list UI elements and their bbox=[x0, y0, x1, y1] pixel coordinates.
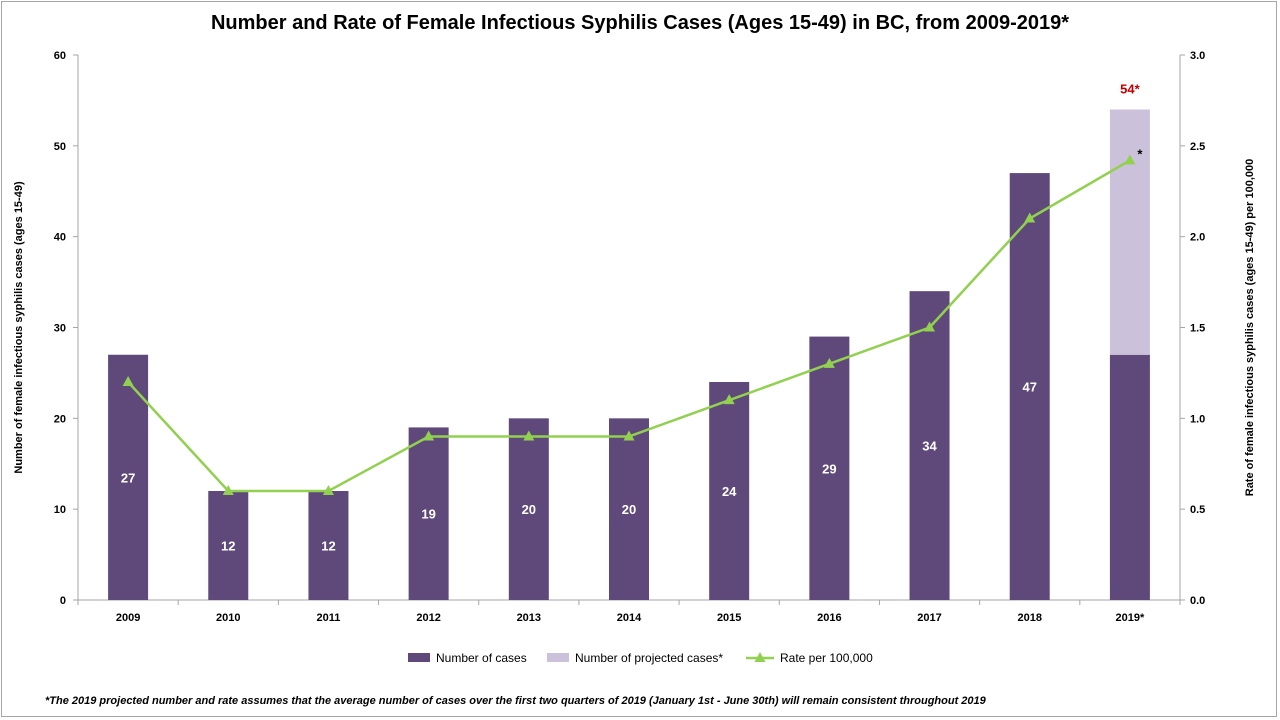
y-axis-title: Number of female infectious syphilis cas… bbox=[13, 181, 25, 474]
x-tick-label: 2011 bbox=[317, 612, 341, 624]
bar-value-label: 20 bbox=[522, 502, 536, 517]
rate-marker bbox=[1124, 154, 1136, 165]
x-tick-label: 2019* bbox=[1116, 612, 1145, 624]
x-tick-label: 2012 bbox=[416, 612, 440, 624]
bar-value-label: 12 bbox=[321, 539, 335, 554]
bar-projected bbox=[1109, 109, 1150, 355]
projected-total-label: 54* bbox=[1120, 82, 1140, 97]
rate-marker bbox=[322, 485, 334, 495]
bar-value-label: 19 bbox=[421, 507, 435, 522]
bar-cases bbox=[508, 418, 549, 600]
bar-value-label: 20 bbox=[622, 502, 636, 517]
y2-tick-label: 0.0 bbox=[1190, 595, 1205, 607]
y-tick-label: 40 bbox=[54, 232, 66, 244]
bar-value-label: 24 bbox=[722, 484, 737, 499]
rate-marker bbox=[823, 357, 835, 368]
y2-tick-label: 2.0 bbox=[1190, 232, 1205, 244]
y-tick-label: 60 bbox=[54, 50, 66, 62]
legend-swatch-projected bbox=[547, 653, 569, 662]
rate-marker bbox=[623, 430, 635, 441]
bar-cases bbox=[1009, 173, 1050, 601]
footnote: *The 2019 projected number and rate assu… bbox=[45, 695, 986, 707]
rate-marker bbox=[723, 394, 735, 405]
bar-cases bbox=[1109, 354, 1150, 600]
bar-cases bbox=[208, 491, 249, 600]
rate-marker bbox=[523, 430, 535, 441]
rate-marker bbox=[423, 430, 435, 441]
rate-marker bbox=[222, 485, 234, 495]
x-tick-label: 2015 bbox=[717, 612, 741, 624]
bar-value-label: 29 bbox=[822, 461, 836, 476]
bar-cases bbox=[809, 336, 850, 600]
y-tick-label: 10 bbox=[54, 504, 66, 516]
legend-marker-rate bbox=[754, 652, 766, 662]
legend-label-cases: Number of cases bbox=[436, 651, 527, 665]
rate-marker bbox=[122, 376, 134, 386]
x-tick-label: 2010 bbox=[216, 612, 240, 624]
bar-cases bbox=[609, 418, 649, 600]
y2-tick-label: 1.0 bbox=[1190, 413, 1205, 425]
bar-cases bbox=[709, 382, 750, 600]
rate-marker bbox=[924, 321, 936, 332]
y2-tick-label: 0.5 bbox=[1190, 504, 1205, 516]
legend-label-projected: Number of projected cases* bbox=[575, 651, 723, 665]
x-tick-label: 2014 bbox=[617, 612, 642, 624]
y-tick-label: 30 bbox=[54, 323, 66, 335]
rate-marker bbox=[1024, 212, 1036, 223]
legend-swatch-cases bbox=[408, 653, 430, 662]
y2-axis-title: Rate of female infectious syphilis cases… bbox=[1244, 159, 1256, 497]
bar-cases bbox=[408, 427, 449, 600]
x-tick-label: 2016 bbox=[817, 612, 841, 624]
x-tick-label: 2009 bbox=[116, 612, 140, 624]
y2-tick-label: 1.5 bbox=[1190, 323, 1205, 335]
y-tick-label: 50 bbox=[54, 141, 66, 153]
y-tick-label: 20 bbox=[54, 413, 66, 425]
rate-note: * bbox=[1137, 146, 1143, 161]
bar-value-label: 34 bbox=[922, 439, 937, 454]
bar-value-label: 47 bbox=[1022, 380, 1036, 395]
bar-value-label: 27 bbox=[121, 470, 135, 485]
y-tick-label: 0 bbox=[60, 595, 66, 607]
bar-value-label: 12 bbox=[221, 539, 235, 554]
y2-tick-label: 2.5 bbox=[1190, 141, 1205, 153]
x-tick-label: 2017 bbox=[917, 612, 941, 624]
x-tick-label: 2013 bbox=[517, 612, 541, 624]
y2-tick-label: 3.0 bbox=[1190, 50, 1205, 62]
chart-title: Number and Rate of Female Infectious Syp… bbox=[210, 12, 1070, 34]
bar-cases bbox=[909, 291, 950, 600]
bar-cases bbox=[308, 491, 349, 600]
legend-label-rate: Rate per 100,000 bbox=[780, 651, 873, 665]
x-tick-label: 2018 bbox=[1017, 612, 1041, 624]
